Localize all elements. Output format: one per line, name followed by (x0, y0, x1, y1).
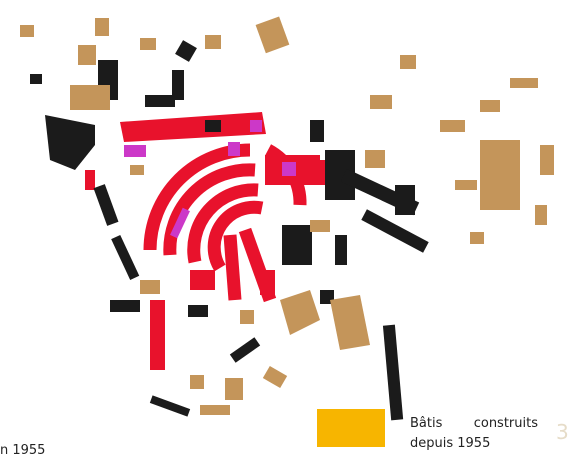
building-mid (170, 207, 190, 239)
building-pre (382, 324, 404, 421)
page-number: 3 (556, 420, 569, 444)
building-old (85, 170, 95, 190)
building-new (240, 310, 254, 324)
building-old (163, 163, 256, 256)
building-old (223, 234, 242, 301)
building-pre (111, 234, 140, 280)
building-pre (145, 95, 175, 107)
building-new (440, 120, 465, 132)
building-pre (310, 120, 324, 142)
building-new (365, 150, 385, 168)
building-pre (361, 209, 429, 253)
building-new (225, 378, 243, 400)
building-new (510, 78, 538, 88)
building-new (78, 45, 96, 65)
legend-line: depuis 1955 (410, 436, 491, 451)
legend-line: Bâtis construits (410, 416, 538, 431)
building-new (20, 25, 34, 37)
building-new (255, 16, 290, 54)
building-old (187, 183, 259, 264)
building-new (330, 295, 370, 350)
building-new (190, 375, 204, 389)
building-new (140, 280, 160, 294)
building-pre (205, 120, 221, 132)
legend-swatch (317, 409, 385, 447)
building-mid (282, 162, 296, 176)
building-pre (188, 305, 208, 317)
building-new (200, 405, 230, 415)
building-old (120, 112, 266, 142)
building-new (280, 290, 320, 335)
building-new (480, 140, 520, 210)
building-new (205, 35, 221, 49)
building-new (95, 18, 109, 36)
building-new (130, 165, 144, 175)
building-pre (110, 300, 140, 312)
building-new (262, 365, 288, 389)
building-old (150, 300, 165, 370)
building-new (70, 85, 110, 110)
building-pre (395, 185, 415, 215)
building-old (300, 160, 325, 185)
building-pre (172, 70, 184, 100)
building-new (535, 205, 547, 225)
building-pre (282, 225, 312, 265)
cut-label: n 1955 (0, 443, 46, 458)
building-pre (335, 235, 347, 265)
building-pre (93, 184, 119, 226)
building-new (370, 95, 392, 109)
building-mid (250, 120, 262, 132)
building-pre (30, 74, 42, 84)
building-new (470, 232, 484, 244)
building-mid (228, 142, 240, 156)
building-pre (229, 337, 261, 363)
building-new (540, 145, 554, 175)
building-new (480, 100, 500, 112)
building-new (310, 220, 330, 232)
building-mid (124, 145, 146, 157)
building-pre (45, 115, 95, 170)
building-old (260, 270, 275, 295)
legend-label: Bâtis construits depuis 1955 (410, 414, 538, 454)
building-pre (149, 395, 191, 417)
building-pre (175, 40, 197, 62)
building-old (190, 270, 215, 290)
building-new (400, 55, 416, 69)
building-new (455, 180, 477, 190)
building-new (140, 38, 156, 50)
building-old (207, 200, 264, 272)
